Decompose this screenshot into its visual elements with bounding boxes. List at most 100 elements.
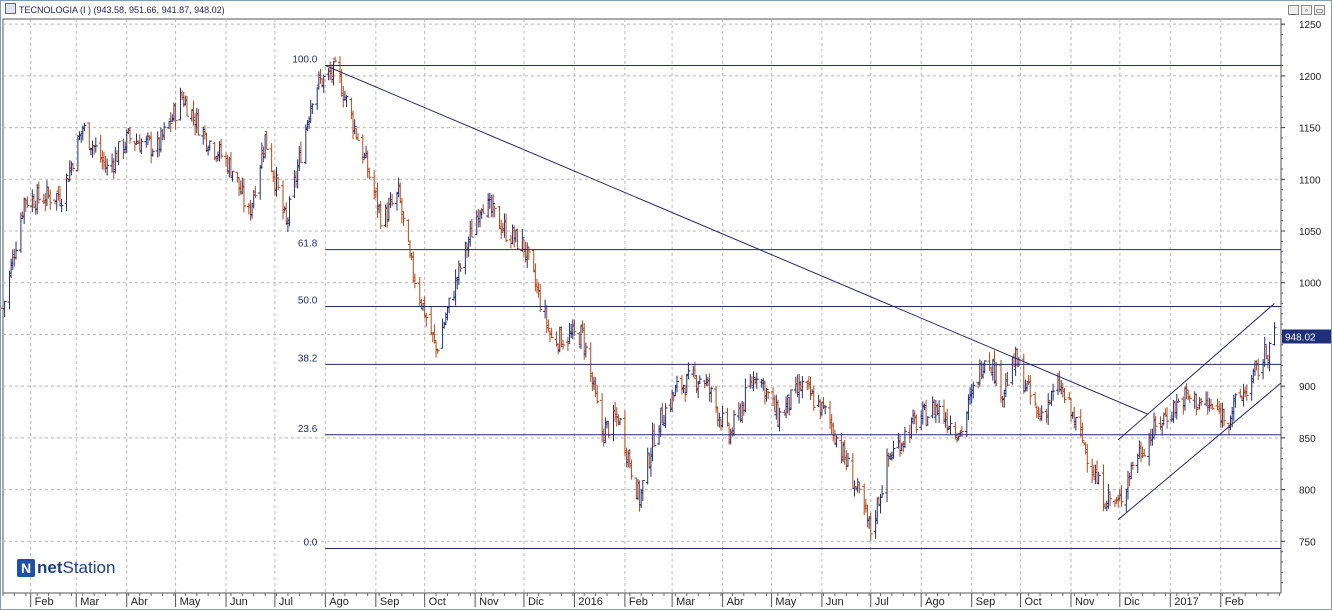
ohlc-bar <box>1085 443 1090 473</box>
ohlc-bar <box>1116 494 1121 508</box>
ohlc-bar <box>298 141 303 164</box>
ohlc-bar <box>1051 383 1056 401</box>
x-tick-label: Jun <box>230 596 248 608</box>
last-price-label: 948.02 <box>1285 332 1316 343</box>
ohlc-bar <box>880 485 885 498</box>
fib-level-label: 50.0 <box>298 296 318 307</box>
ohlc-bar <box>720 405 725 428</box>
y-tick-label: 1100 <box>1299 175 1321 186</box>
x-tick-label: 2017 <box>1174 596 1198 608</box>
maximize-button[interactable]: ▭ <box>1314 5 1325 15</box>
ohlc-bar <box>310 103 315 114</box>
fib-level-label: 100.0 <box>292 55 317 66</box>
ohlc-bar <box>971 381 976 399</box>
ohlc-bar <box>344 95 349 107</box>
minimize-button[interactable]: _ <box>1288 5 1299 15</box>
ohlc-bar <box>105 158 110 176</box>
ohlc-bar <box>139 138 144 154</box>
ohlc-bar <box>432 324 437 344</box>
ohlc-bar <box>173 102 178 130</box>
ohlc-bar <box>1108 492 1113 507</box>
ohlc-bar <box>1028 375 1033 405</box>
ohlc-bar <box>276 176 281 191</box>
ohlc-bar <box>1073 417 1078 431</box>
trendline-channel-lower <box>1117 382 1282 520</box>
x-tick-label: Sep <box>380 596 400 608</box>
ohlc-bar <box>1153 415 1158 435</box>
y-tick-label: 750 <box>1299 537 1316 548</box>
ohlc-bar <box>629 459 634 480</box>
restore-button[interactable]: ▫ <box>1301 5 1312 15</box>
ohlc-bar <box>71 162 76 172</box>
ohlc-bar <box>355 133 360 141</box>
ohlc-bar <box>1130 461 1135 470</box>
ohlc-bar <box>572 319 577 337</box>
ohlc-bar <box>663 403 668 429</box>
ohlc-bar <box>352 119 357 135</box>
ohlc-bar <box>378 200 383 230</box>
fib-level-label: 38.2 <box>298 353 318 364</box>
ohlc-bar <box>845 452 850 467</box>
ohlc-bar <box>492 205 497 218</box>
ohlc-bar <box>360 134 365 164</box>
ohlc-bar <box>982 360 987 374</box>
ohlc-bar <box>743 378 748 413</box>
x-axis: Feb Mar Abr May Jun Jul Ago Sep Oct Nov Dic 2016 Feb… <box>2 593 1280 608</box>
x-tick-label: Nov <box>1075 596 1095 608</box>
x-tick-label: Nov <box>479 596 499 608</box>
ohlc-bar <box>447 297 452 313</box>
ohlc-bar <box>675 375 680 393</box>
ohlc-bar <box>1233 393 1238 408</box>
ohlc-bar <box>453 269 458 306</box>
ohlc-bar <box>1033 392 1038 406</box>
ohlc-bar <box>618 418 623 426</box>
grid <box>2 18 1282 594</box>
ohlc-bar <box>549 327 554 339</box>
x-tick-label: May <box>180 596 201 608</box>
ohlc-bar <box>196 108 201 136</box>
fib-level-label: 23.6 <box>298 424 318 435</box>
ohlc-bar <box>458 263 463 273</box>
ohlc-bar <box>412 273 417 289</box>
ohlc-bar <box>686 362 691 380</box>
ohlc-bar <box>754 372 759 389</box>
ohlc-bar <box>367 167 372 179</box>
ohlc-bar <box>36 181 41 204</box>
ohlc-bar <box>766 390 771 399</box>
ohlc-bar <box>93 137 98 153</box>
trendlines <box>325 65 1282 520</box>
x-tick-label: Dic <box>1124 596 1140 608</box>
y-tick-label: 1000 <box>1299 279 1322 290</box>
ohlc-bar <box>811 385 816 411</box>
y-tick-label: 1150 <box>1299 124 1321 135</box>
ohlc-bar <box>469 218 474 238</box>
ohlc-bar <box>1199 398 1204 406</box>
window-menu-icon[interactable] <box>5 3 16 14</box>
ohlc-bar <box>2 300 7 317</box>
ohlc-bar <box>424 312 429 327</box>
ohlc-bar <box>515 228 520 250</box>
ohlc-bar <box>1222 408 1227 427</box>
ohlc-bar <box>116 141 121 165</box>
ohlc-bar <box>1244 384 1249 401</box>
ohlc-bar <box>857 482 862 494</box>
ohlc-bar <box>14 241 19 260</box>
ohlc-bar <box>731 410 736 437</box>
ohlc-bar <box>321 74 326 93</box>
ohlc-bar <box>385 202 390 228</box>
ohlc-bar <box>202 125 207 140</box>
y-tick-label: 1250 <box>1299 20 1322 31</box>
ohlc-bar <box>1135 453 1140 474</box>
ohlc-bar <box>1119 485 1124 507</box>
ohlc-bar <box>435 348 440 354</box>
chart-title-bar: TECNOLOGIA (I ) (943.58, 951.66, 941.87,… <box>3 3 1303 17</box>
ohlc-bar <box>834 435 839 448</box>
x-tick-label: 2016 <box>578 596 602 608</box>
ohlc-bar <box>315 87 320 110</box>
x-tick-label: Abr <box>131 596 148 608</box>
ohlc-bar <box>258 164 263 200</box>
ohlc-bar <box>25 196 30 208</box>
logo-text-bold: net <box>37 558 63 577</box>
ohlc-bar <box>800 376 805 399</box>
